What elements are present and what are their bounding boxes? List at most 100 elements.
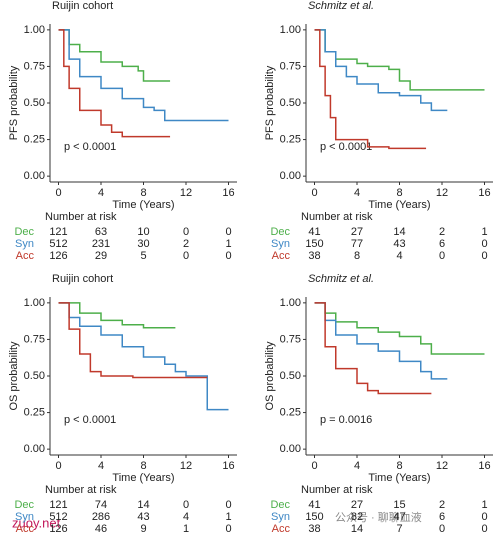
risk-count: 512 xyxy=(49,511,67,523)
risk-count: 2 xyxy=(439,226,445,238)
survival-curve xyxy=(58,302,176,329)
risk-row-name: Syn xyxy=(271,511,290,523)
x-axis-label: Time (Years) xyxy=(112,472,174,484)
p-value: p < 0.0001 xyxy=(64,414,116,426)
y-tick-label: 0.25 xyxy=(24,406,45,418)
x-tick-label: 4 xyxy=(354,187,360,199)
risk-count: 27 xyxy=(351,499,363,511)
watermark: zuoy.net xyxy=(12,515,61,530)
risk-row-name: Acc xyxy=(272,523,291,535)
risk-count: 14 xyxy=(137,499,149,511)
y-tick-label: 0.50 xyxy=(24,97,45,109)
y-tick-label: 0.00 xyxy=(24,443,45,455)
risk-count: 231 xyxy=(92,238,110,250)
survival-curve xyxy=(314,302,448,380)
risk-count: 0 xyxy=(225,499,231,511)
risk-count: 0 xyxy=(183,499,189,511)
y-tick-label: 0.25 xyxy=(280,406,301,418)
x-tick-label: 16 xyxy=(222,460,234,472)
survival-curve xyxy=(58,302,208,379)
y-tick-label: 0.50 xyxy=(280,370,301,382)
risk-count: 29 xyxy=(95,250,107,262)
survival-curve xyxy=(58,29,171,138)
x-axis-label: Time (Years) xyxy=(112,199,174,211)
risk-count: 15 xyxy=(393,499,405,511)
p-value: p < 0.0001 xyxy=(64,141,116,153)
p-value: p = 0.0016 xyxy=(320,414,372,426)
risk-count: 0 xyxy=(439,250,445,262)
risk-row-name: Dec xyxy=(270,226,290,238)
risk-count: 27 xyxy=(351,226,363,238)
survival-curve xyxy=(314,29,448,112)
x-tick-label: 0 xyxy=(311,460,317,472)
risk-count: 1 xyxy=(481,499,487,511)
risk-count: 150 xyxy=(305,511,323,523)
survival-curve xyxy=(314,29,427,150)
y-axis-label: PFS probability xyxy=(264,65,276,140)
y-tick-label: 0.75 xyxy=(24,60,45,72)
survival-curve xyxy=(58,29,229,122)
risk-count: 2 xyxy=(183,238,189,250)
survival-curve xyxy=(314,302,432,395)
risk-table-title: Number at risk xyxy=(45,211,117,223)
x-tick-label: 16 xyxy=(222,187,234,199)
y-tick-label: 0.00 xyxy=(280,443,301,455)
risk-count: 14 xyxy=(393,226,405,238)
y-tick-label: 0.25 xyxy=(280,133,301,145)
y-tick-label: 0.75 xyxy=(280,60,301,72)
risk-table-title: Number at risk xyxy=(301,211,373,223)
y-axis-label: OS probability xyxy=(8,341,20,411)
risk-row-name: Dec xyxy=(14,226,34,238)
panel-title: Schmitz et al. xyxy=(308,0,374,12)
x-tick-label: 8 xyxy=(396,187,402,199)
x-tick-label: 12 xyxy=(436,187,448,199)
risk-count: 512 xyxy=(49,238,67,250)
x-tick-label: 16 xyxy=(478,460,490,472)
y-tick-label: 1.00 xyxy=(280,24,301,36)
risk-count: 0 xyxy=(183,250,189,262)
risk-count: 8 xyxy=(354,250,360,262)
risk-count: 150 xyxy=(305,238,323,250)
risk-count: 43 xyxy=(137,511,149,523)
risk-count: 38 xyxy=(308,250,320,262)
survival-curve xyxy=(314,302,485,355)
y-tick-label: 1.00 xyxy=(280,297,301,309)
risk-count: 0 xyxy=(225,523,231,535)
risk-count: 0 xyxy=(225,226,231,238)
p-value: p < 0.0001 xyxy=(320,141,372,153)
risk-count: 1 xyxy=(183,523,189,535)
y-axis-label: PFS probability xyxy=(8,65,20,140)
survival-curve xyxy=(314,29,485,91)
risk-count: 43 xyxy=(393,238,405,250)
risk-count: 0 xyxy=(481,238,487,250)
risk-count: 1 xyxy=(481,226,487,238)
x-tick-label: 8 xyxy=(396,460,402,472)
risk-row-name: Acc xyxy=(16,250,35,262)
risk-table-title: Number at risk xyxy=(301,484,373,496)
x-tick-label: 4 xyxy=(354,460,360,472)
risk-count: 286 xyxy=(92,511,110,523)
risk-count: 38 xyxy=(308,523,320,535)
x-axis-label: Time (Years) xyxy=(368,199,430,211)
survival-curve xyxy=(58,29,171,82)
x-tick-label: 8 xyxy=(140,460,146,472)
risk-row-name: Acc xyxy=(272,250,291,262)
risk-count: 6 xyxy=(439,238,445,250)
risk-count: 1 xyxy=(225,238,231,250)
y-tick-label: 0.00 xyxy=(280,170,301,182)
risk-count: 121 xyxy=(49,226,67,238)
y-tick-label: 1.00 xyxy=(24,297,45,309)
risk-count: 126 xyxy=(49,250,67,262)
risk-count: 4 xyxy=(183,511,189,523)
y-axis-label: OS probability xyxy=(264,341,276,411)
risk-count: 74 xyxy=(95,499,107,511)
risk-row-name: Acc xyxy=(16,523,35,535)
risk-row-name: Syn xyxy=(15,238,34,250)
panel-title: Schmitz et al. xyxy=(308,273,374,285)
y-tick-label: 0.75 xyxy=(24,333,45,345)
risk-row-name: Dec xyxy=(14,499,34,511)
risk-count: 7 xyxy=(396,523,402,535)
y-tick-label: 0.75 xyxy=(280,333,301,345)
x-tick-label: 0 xyxy=(55,187,61,199)
survival-curve xyxy=(58,302,229,411)
